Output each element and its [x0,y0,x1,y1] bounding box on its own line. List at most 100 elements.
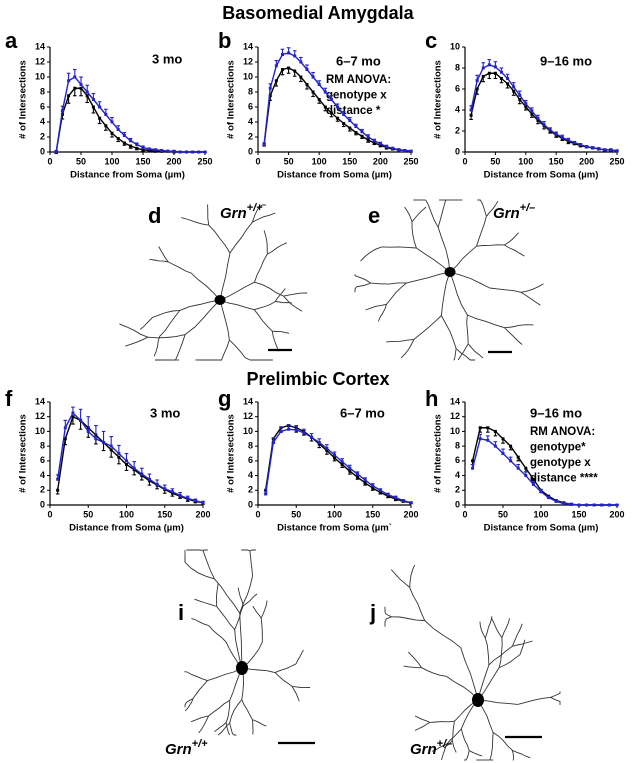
soma [236,661,248,675]
x-tick-label: 50 [83,509,93,519]
y-tick-label: 14 [243,396,253,406]
marker [311,90,315,94]
dendrite [511,750,514,761]
marker [366,138,370,142]
marker [579,143,583,147]
x-tick-label: 150 [549,156,564,166]
y-tick-label: 0 [455,146,460,156]
x-tick-label: 250 [403,156,418,166]
dendrite [241,549,250,552]
marker [518,98,522,101]
dendrite [272,330,290,334]
panel-title: 6–7 mo [340,405,385,420]
marker [287,427,291,431]
x-tick-label: 150 [365,509,380,519]
marker [363,481,367,485]
marker [67,79,71,83]
marker [372,139,376,143]
marker [481,74,485,78]
marker [325,449,329,453]
marker [530,109,534,113]
dendrite [437,199,447,228]
marker [125,459,128,463]
dendrite [432,743,447,752]
dendrite [449,245,477,273]
dendrite [476,216,487,247]
dendrite [291,686,300,702]
marker [572,141,576,145]
x-tick-label: 100 [327,509,342,519]
marker [607,503,611,507]
panel-letter: i [178,600,184,625]
marker [493,71,497,75]
marker [591,146,595,150]
dendrite [386,282,407,305]
dendrite [421,667,447,677]
y-tick-label: 4 [455,104,460,114]
dendrite [360,246,382,262]
marker [155,482,159,486]
dendrite [416,247,451,273]
dendrite [184,299,221,335]
y-tick-label: 8 [248,86,253,96]
dendrite [424,620,462,649]
marker [274,64,278,68]
marker [287,51,291,55]
marker [378,142,382,146]
dendrite [504,232,520,246]
soma [444,267,456,277]
x-tick-label: 100 [119,509,134,519]
panel-letter: j [369,600,376,625]
dendrite [498,637,503,668]
dendrite [267,242,287,255]
dendrite [249,549,256,552]
marker [186,496,190,500]
marker [371,484,375,488]
dendrite [214,722,227,733]
dendrite [479,621,486,639]
annotation: RM ANOVA: [326,74,391,86]
y-tick-label: 12 [35,411,45,421]
dendrite [429,720,455,723]
x-tick-label: 0 [462,509,467,519]
dendrite [446,728,462,745]
genotype-label: Grn+/+ [220,202,263,222]
dendrite [186,671,208,682]
dendrite [370,282,407,285]
marker [501,437,505,441]
y-tick-label: 6 [455,83,460,93]
dendrite [467,343,484,359]
dendrite [484,637,490,666]
marker [355,475,359,479]
marker [336,105,340,109]
marker [609,148,613,152]
marker [471,466,475,470]
y-tick-label: 14 [35,41,45,51]
dendrite [283,295,303,312]
dendrite [219,281,255,301]
dendrite [504,327,523,345]
marker [67,94,71,98]
dendrite [406,271,451,284]
marker [63,426,67,430]
dendrite [295,649,304,664]
dendrite [484,616,493,639]
marker [333,456,336,460]
panel-title: 9–16 mo [530,405,582,420]
dendrite [275,301,292,304]
x-axis-label: Distance from Soma (µm) [277,170,392,181]
y-tick-label: 2 [40,131,45,141]
x-tick-label: 0 [255,156,260,166]
marker [294,428,298,432]
y-axis-label: # of Intersections [18,60,29,139]
dendrite [512,749,531,759]
dendrite [519,639,526,655]
dendrite [409,587,426,621]
dendrite [252,719,254,735]
dendrite [486,200,499,217]
dendrite [229,339,251,361]
marker [122,141,126,145]
x-tick-label: 0 [47,156,52,166]
marker [279,429,283,433]
